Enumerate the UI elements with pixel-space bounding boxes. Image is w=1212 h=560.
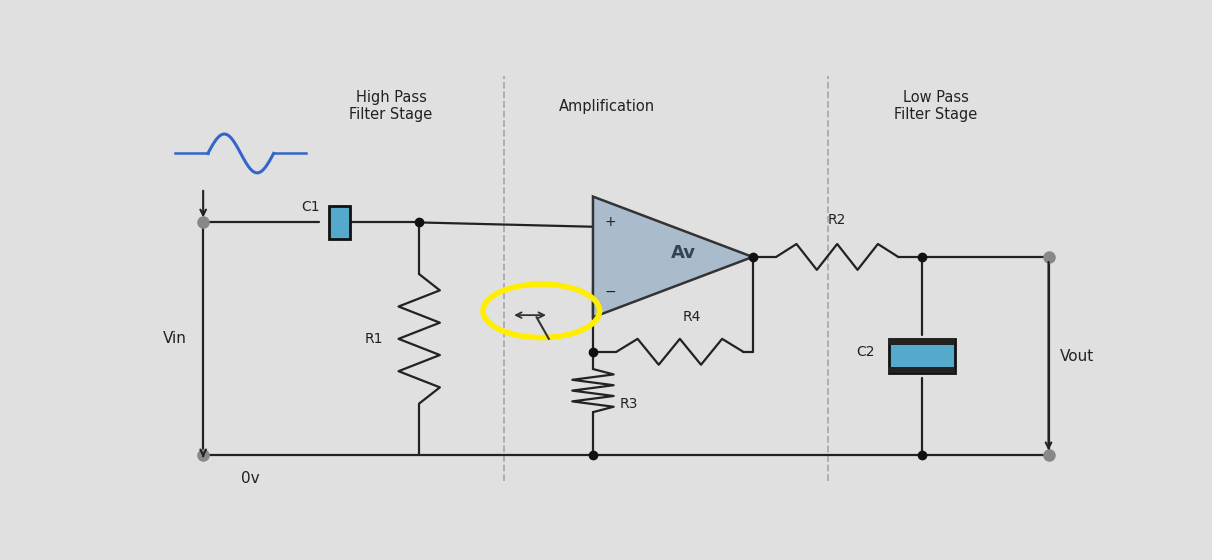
Text: Vout: Vout bbox=[1059, 349, 1094, 363]
Text: R3: R3 bbox=[619, 396, 638, 410]
Text: −: − bbox=[605, 284, 616, 298]
Text: R4: R4 bbox=[682, 310, 701, 324]
Text: +: + bbox=[605, 216, 616, 230]
Text: Vin: Vin bbox=[162, 332, 187, 346]
Text: C2: C2 bbox=[856, 345, 875, 359]
FancyBboxPatch shape bbox=[888, 339, 955, 374]
Text: High Pass
Filter Stage: High Pass Filter Stage bbox=[349, 90, 433, 122]
Text: R1: R1 bbox=[365, 332, 383, 346]
Text: R2: R2 bbox=[828, 213, 846, 227]
Text: Av: Av bbox=[670, 244, 696, 262]
FancyBboxPatch shape bbox=[888, 339, 955, 345]
FancyBboxPatch shape bbox=[328, 206, 350, 239]
FancyBboxPatch shape bbox=[888, 367, 955, 374]
Text: Amplification: Amplification bbox=[559, 99, 656, 114]
Text: Low Pass
Filter Stage: Low Pass Filter Stage bbox=[894, 90, 977, 122]
Polygon shape bbox=[593, 197, 753, 318]
Text: 0v: 0v bbox=[241, 472, 259, 487]
Text: C1: C1 bbox=[301, 200, 320, 214]
